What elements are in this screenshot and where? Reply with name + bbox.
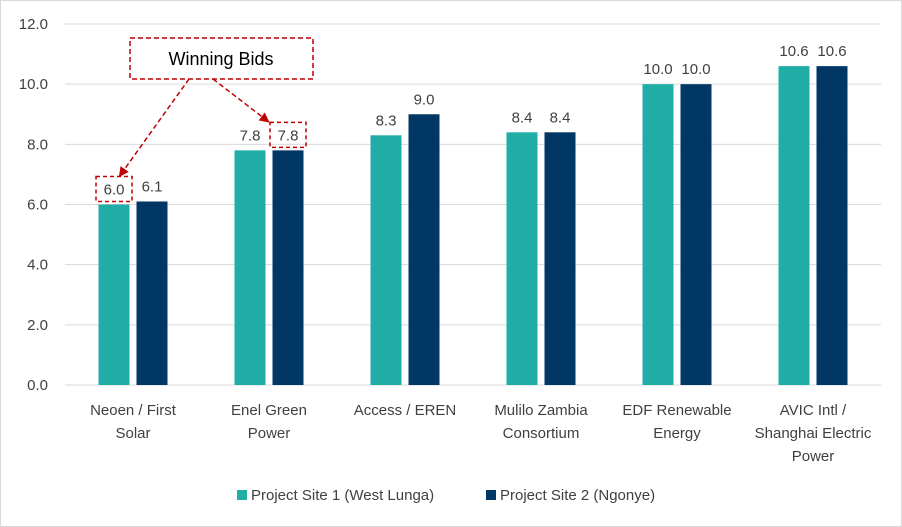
y-tick-label: 8.0 [27,136,48,153]
data-label: 7.8 [240,127,261,144]
y-tick-label: 2.0 [27,317,48,334]
bar-series-1 [370,135,402,385]
data-label: 6.0 [104,182,125,199]
bar-series-2 [272,150,304,385]
bar-series-1 [234,150,266,385]
bar-series-1 [506,132,538,385]
y-tick-label: 4.0 [27,257,48,274]
data-label: 10.0 [643,61,672,78]
legend-swatch [237,490,247,500]
x-category-label: Power [792,448,835,465]
data-label: 8.3 [376,112,397,129]
legend-label: Project Site 1 (West Lunga) [251,487,434,504]
x-category-label: Solar [115,425,150,442]
y-tick-label: 12.0 [19,16,48,33]
x-category-label: Shanghai Electric [755,425,872,442]
annotation-arrow [118,78,190,178]
annotation-box [129,37,314,80]
annotation-arrow [212,78,270,123]
x-category-label: Consortium [503,425,580,442]
y-axis-ticks: 0.0 2.0 4.0 6.0 8.0 10.0 12.0 [19,16,48,394]
data-label: 10.0 [681,61,710,78]
x-category-label: Energy [653,425,701,442]
data-label: 6.1 [142,178,163,195]
data-label: 8.4 [512,109,533,126]
legend-label: Project Site 2 (Ngonye) [500,487,655,504]
highlight-box [95,175,133,203]
bar-series-1 [778,66,810,385]
y-tick-label: 6.0 [27,197,48,214]
bar-series-2 [408,114,440,385]
bar-series-2 [680,84,712,386]
highlight-box [269,121,307,149]
data-label: 7.8 [278,127,299,144]
data-label: 10.6 [779,43,808,60]
legend-swatch [486,490,496,500]
bar-series-2 [816,66,848,385]
data-label: 8.4 [550,109,571,126]
annotation-label: Winning Bids [168,49,273,69]
x-category-label: Access / EREN [354,402,457,419]
data-label: 10.6 [817,43,846,60]
y-tick-label: 10.0 [19,76,48,93]
bar-series-2 [136,201,168,385]
bar-series-1 [642,84,674,386]
x-category-label: Enel Green [231,402,307,419]
data-labels: 6.0 7.8 8.3 8.4 10.0 10.6 6.1 7.8 9.0 8.4 10.0 10.6 [104,43,847,198]
gridlines [65,23,881,386]
x-category-label: Neoen / First [90,402,177,419]
y-tick-label: 0.0 [27,377,48,394]
x-axis-categories: Neoen / First Solar Enel Green Power Access … [90,402,872,465]
x-category-label: Mulilo Zambia [494,402,588,419]
bars [98,66,848,386]
legend: Project Site 1 (West Lunga) Project Site … [237,487,655,504]
x-category-label: EDF Renewable [622,402,731,419]
bar-series-2 [544,132,576,385]
data-label: 9.0 [414,91,435,108]
bar-series-1 [98,204,130,385]
x-category-label: AVIC Intl / [780,402,847,419]
winning-bids-annotation: Winning Bids [95,37,314,203]
x-category-label: Power [248,425,291,442]
